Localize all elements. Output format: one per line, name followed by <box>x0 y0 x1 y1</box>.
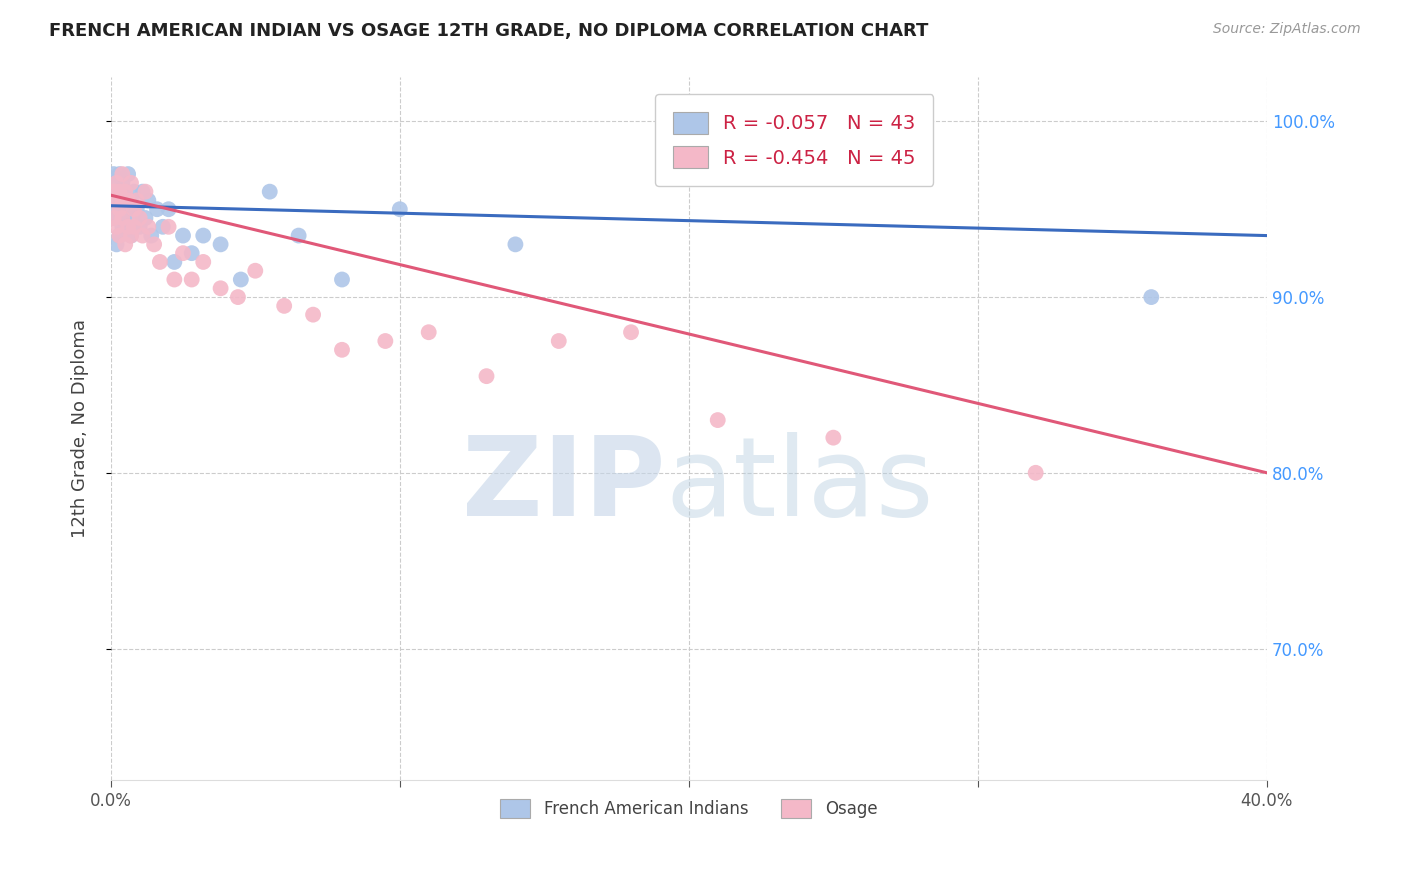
Point <box>114 237 136 252</box>
Point <box>163 255 186 269</box>
Point <box>149 255 172 269</box>
Point <box>229 272 252 286</box>
Point <box>114 185 136 199</box>
Point <box>302 308 325 322</box>
Point <box>1140 290 1163 304</box>
Point <box>108 228 131 243</box>
Point <box>108 194 131 208</box>
Point <box>114 211 136 225</box>
Point <box>122 219 145 234</box>
Point <box>134 211 156 225</box>
Point <box>259 185 281 199</box>
Point <box>141 228 163 243</box>
Point <box>111 202 134 217</box>
Point <box>111 219 134 234</box>
Text: ZIP: ZIP <box>463 432 665 539</box>
Point <box>374 334 396 348</box>
Point <box>122 202 145 217</box>
Point <box>128 211 150 225</box>
Point <box>131 228 153 243</box>
Point <box>111 176 134 190</box>
Point <box>287 228 309 243</box>
Point <box>209 237 232 252</box>
Point <box>125 202 148 217</box>
Point <box>134 185 156 199</box>
Point <box>330 343 353 357</box>
Point <box>163 272 186 286</box>
Point <box>105 202 128 217</box>
Point <box>105 176 128 190</box>
Legend: French American Indians, Osage: French American Indians, Osage <box>494 792 884 825</box>
Text: atlas: atlas <box>665 432 934 539</box>
Text: FRENCH AMERICAN INDIAN VS OSAGE 12TH GRADE, NO DIPLOMA CORRELATION CHART: FRENCH AMERICAN INDIAN VS OSAGE 12TH GRA… <box>49 22 928 40</box>
Point <box>122 211 145 225</box>
Point <box>105 219 128 234</box>
Point <box>128 219 150 234</box>
Point <box>152 219 174 234</box>
Point <box>120 228 142 243</box>
Point <box>157 202 180 217</box>
Point <box>180 246 202 260</box>
Point <box>180 272 202 286</box>
Point <box>105 185 128 199</box>
Point <box>111 194 134 208</box>
Point <box>193 255 215 269</box>
Point <box>114 185 136 199</box>
Point <box>172 228 194 243</box>
Point <box>108 202 131 217</box>
Point <box>117 219 139 234</box>
Point <box>706 413 728 427</box>
Point <box>117 167 139 181</box>
Point <box>620 325 643 339</box>
Point <box>108 211 131 225</box>
Point <box>103 194 125 208</box>
Point <box>475 369 498 384</box>
Point <box>273 299 295 313</box>
Point <box>108 185 131 199</box>
Point <box>105 194 128 208</box>
Point <box>105 176 128 190</box>
Point <box>330 272 353 286</box>
Point <box>108 228 131 243</box>
Point <box>111 211 134 225</box>
Point <box>131 185 153 199</box>
Point <box>157 219 180 234</box>
Point <box>143 237 166 252</box>
Point <box>209 281 232 295</box>
Point <box>418 325 440 339</box>
Point <box>117 219 139 234</box>
Point <box>388 202 411 217</box>
Point <box>193 228 215 243</box>
Point <box>103 167 125 181</box>
Text: Source: ZipAtlas.com: Source: ZipAtlas.com <box>1213 22 1361 37</box>
Point <box>547 334 569 348</box>
Y-axis label: 12th Grade, No Diploma: 12th Grade, No Diploma <box>72 319 89 539</box>
Point <box>120 194 142 208</box>
Point <box>103 211 125 225</box>
Point <box>103 211 125 225</box>
Point <box>111 167 134 181</box>
Point <box>120 176 142 190</box>
Point <box>125 194 148 208</box>
Point <box>120 228 142 243</box>
Point <box>138 194 160 208</box>
Point <box>138 219 160 234</box>
Point <box>172 246 194 260</box>
Point <box>122 185 145 199</box>
Point <box>146 202 169 217</box>
Point <box>505 237 527 252</box>
Point <box>1025 466 1047 480</box>
Point <box>245 264 267 278</box>
Point <box>103 185 125 199</box>
Point <box>105 237 128 252</box>
Point <box>108 167 131 181</box>
Point <box>226 290 249 304</box>
Point <box>823 431 845 445</box>
Point <box>117 194 139 208</box>
